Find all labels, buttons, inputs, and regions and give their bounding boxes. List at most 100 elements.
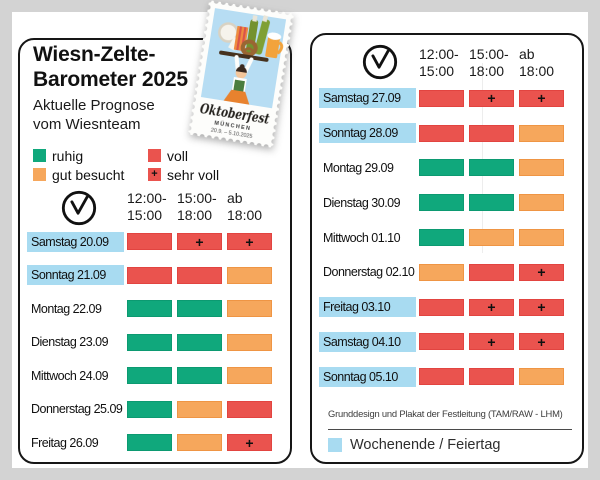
- legend-item-sehr-voll: + sehr voll: [148, 165, 219, 184]
- status-cell-voll: [227, 400, 272, 418]
- weekend-legend-label: Wochenende / Feiertag: [350, 437, 501, 453]
- status-legend: ruhig voll gut besucht + sehr voll: [33, 146, 219, 184]
- status-cell-voll: [127, 233, 172, 251]
- table-row: Mittwoch 01.10: [312, 220, 582, 255]
- plus-icon: +: [537, 333, 546, 350]
- plus-icon: +: [537, 299, 546, 316]
- table-row: Donnerstag 02.10 +: [312, 255, 582, 290]
- day-label: Mittwoch 01.10: [323, 230, 401, 245]
- time-line: 15:00: [419, 63, 455, 79]
- forecast-table-week2: Samstag 27.09 + + Sonntag 28.09 Montag 29.09…: [312, 81, 582, 394]
- status-cell-gut_besucht: [469, 229, 514, 247]
- status-cell-gut_besucht: [519, 159, 564, 177]
- table-row: Sonntag 28.09: [312, 116, 582, 151]
- page-title: Wiesn-Zelte- Barometer 2025: [33, 42, 188, 92]
- status-cell-voll: [469, 263, 514, 281]
- table-row: Donnerstag 25.09: [20, 393, 290, 427]
- subtitle: Aktuelle Prognose vom Wiesnteam: [33, 96, 155, 134]
- status-cell-sehr_voll: +: [519, 89, 564, 107]
- day-label: Donnerstag 25.09: [31, 402, 123, 417]
- status-cell-gut_besucht: [519, 194, 564, 212]
- plus-icon: +: [245, 233, 254, 250]
- forecast-table-week1: Samstag 20.09 + + Sonntag 21.09 Montag 22.09…: [20, 225, 290, 460]
- time-line: 18:00: [227, 207, 263, 223]
- legend-label: ruhig: [52, 147, 84, 164]
- day-label: Sonntag 05.10: [319, 366, 416, 387]
- weekend-legend: Wochenende / Feiertag: [328, 437, 500, 453]
- day-label: Samstag 27.09: [319, 88, 416, 109]
- status-cell-gut_besucht: [519, 229, 564, 247]
- table-row: Samstag 27.09 + +: [312, 81, 582, 116]
- status-cell-ruhig: [127, 300, 172, 318]
- status-cell-ruhig: [127, 333, 172, 351]
- plus-icon: +: [245, 434, 254, 451]
- day-label: Montag 22.09: [31, 301, 102, 316]
- time-column-1: 12:00- 15:00: [419, 46, 469, 80]
- day-label: Freitag 03.10: [319, 297, 416, 318]
- time-line: ab: [519, 46, 535, 62]
- day-label: Samstag 20.09: [27, 231, 124, 252]
- status-cell-sehr_voll: +: [469, 298, 514, 316]
- status-cell-voll: [177, 266, 222, 284]
- legend-item-ruhig: ruhig: [33, 146, 148, 165]
- status-cell-sehr_voll: +: [227, 434, 272, 452]
- time-column-headers: 12:00- 15:00 15:00- 18:00 ab 18:00: [419, 46, 569, 80]
- status-cell-voll: [419, 368, 464, 386]
- status-cell-gut_besucht: [519, 368, 564, 386]
- day-label: Dienstag 30.09: [323, 195, 401, 210]
- status-cell-gut_besucht: [419, 263, 464, 281]
- status-cell-voll: [469, 368, 514, 386]
- plus-icon: +: [537, 90, 546, 107]
- status-cell-ruhig: [177, 333, 222, 351]
- time-line: 15:00-: [469, 46, 509, 62]
- divider: [328, 429, 572, 430]
- status-cell-voll: [419, 124, 464, 142]
- legend-item-gut-besucht: gut besucht: [33, 165, 148, 184]
- time-line: ab: [227, 190, 243, 206]
- day-label: Donnerstag 02.10: [323, 265, 415, 280]
- stamp-body: [187, 0, 295, 148]
- status-cell-ruhig: [177, 300, 222, 318]
- clock-icon: [61, 190, 97, 226]
- title-line2: Barometer 2025: [33, 68, 188, 91]
- status-cell-voll: [469, 124, 514, 142]
- table-row: Samstag 20.09 + +: [20, 225, 290, 259]
- stamp-illustration: [218, 15, 284, 105]
- status-cell-sehr_voll: +: [227, 233, 272, 251]
- legend-label: gut besucht: [52, 166, 125, 183]
- table-row: Mittwoch 24.09: [20, 359, 290, 393]
- time-line: 18:00: [519, 63, 555, 79]
- time-line: 12:00-: [127, 190, 167, 206]
- subtitle-line2: vom Wiesnteam: [33, 116, 141, 133]
- table-row: Montag 22.09: [20, 292, 290, 326]
- plus-icon: +: [487, 333, 496, 350]
- day-label: Montag 29.09: [323, 160, 394, 175]
- time-column-2: 15:00- 18:00: [177, 190, 227, 224]
- status-cell-sehr_voll: +: [469, 89, 514, 107]
- legend-swatch-gut-besucht: [33, 168, 46, 181]
- table-row: Sonntag 21.09: [20, 259, 290, 293]
- status-cell-ruhig: [177, 367, 222, 385]
- status-cell-ruhig: [127, 367, 172, 385]
- day-label: Sonntag 28.09: [319, 123, 416, 144]
- legend-label: sehr voll: [167, 166, 220, 183]
- day-label: Freitag 26.09: [31, 435, 99, 450]
- status-cell-voll: [419, 298, 464, 316]
- status-cell-sehr_voll: +: [519, 263, 564, 281]
- status-cell-gut_besucht: [227, 300, 272, 318]
- time-column-3: ab 18:00: [519, 46, 569, 80]
- subtitle-line1: Aktuelle Prognose: [33, 97, 155, 114]
- status-cell-ruhig: [127, 434, 172, 452]
- clock-icon: [362, 44, 398, 80]
- day-label: Dienstag 23.09: [31, 335, 109, 350]
- status-cell-ruhig: [469, 159, 514, 177]
- status-cell-voll: [419, 89, 464, 107]
- status-cell-ruhig: [419, 229, 464, 247]
- legend-swatch-ruhig: [33, 149, 46, 162]
- time-column-1: 12:00- 15:00: [127, 190, 177, 224]
- table-row: Dienstag 30.09: [312, 185, 582, 220]
- status-cell-gut_besucht: [177, 400, 222, 418]
- plus-icon: +: [487, 299, 496, 316]
- table-row: Samstag 04.10 + +: [312, 325, 582, 360]
- plus-icon: +: [195, 233, 204, 250]
